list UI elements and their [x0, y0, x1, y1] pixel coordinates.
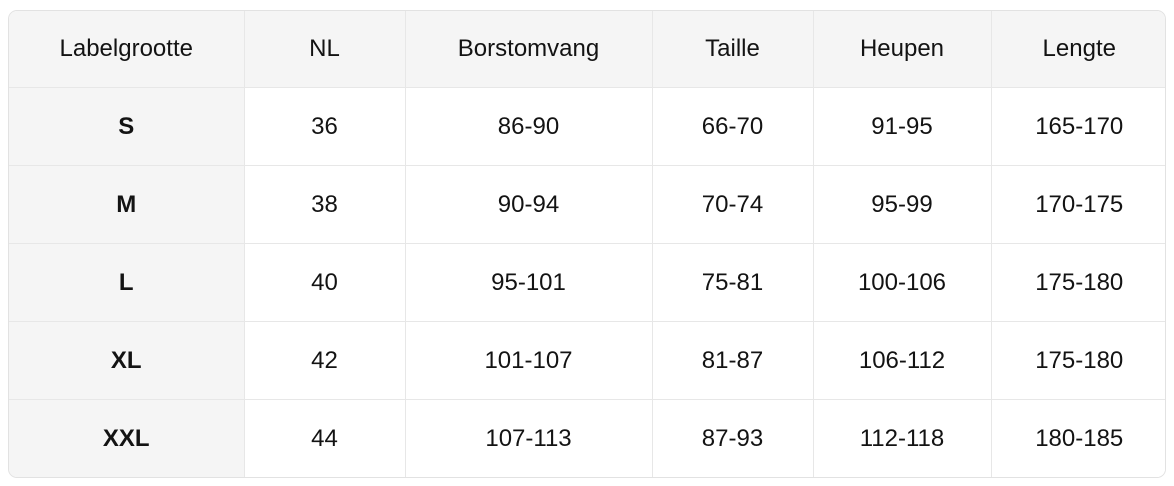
table-cell: 40 — [244, 243, 406, 322]
table-cell: 66-70 — [652, 87, 814, 166]
header-cell-labelgrootte: Labelgrootte — [9, 11, 245, 88]
header-cell-borstomvang: Borstomvang — [405, 11, 653, 88]
row-label-cell: S — [9, 87, 245, 166]
header-row: Labelgrootte NL Borstomvang Taille Heupe… — [9, 11, 1165, 88]
table-cell: 95-101 — [405, 243, 653, 322]
table-cell: 101-107 — [405, 321, 653, 400]
table-cell: 175-180 — [991, 321, 1165, 400]
table-cell: 180-185 — [991, 399, 1165, 477]
size-chart: Labelgrootte NL Borstomvang Taille Heupe… — [9, 11, 1165, 477]
table-cell: 175-180 — [991, 243, 1165, 322]
table-cell: 165-170 — [991, 87, 1165, 166]
table-cell: 86-90 — [405, 87, 653, 166]
table-cell: 36 — [244, 87, 406, 166]
table-cell: 107-113 — [405, 399, 653, 477]
header-cell-lengte: Lengte — [991, 11, 1165, 88]
table-cell: 42 — [244, 321, 406, 400]
table-cell: 100-106 — [813, 243, 992, 322]
row-label-cell: L — [9, 243, 245, 322]
row-label-cell: M — [9, 165, 245, 244]
size-chart-table: Labelgrootte NL Borstomvang Taille Heupe… — [8, 10, 1166, 478]
row-label-cell: XL — [9, 321, 245, 400]
table-cell: 90-94 — [405, 165, 653, 244]
table-cell: 38 — [244, 165, 406, 244]
table-row-m: M 38 90-94 70-74 95-99 170-175 — [9, 165, 1165, 244]
header-cell-taille: Taille — [652, 11, 814, 88]
header-cell-heupen: Heupen — [813, 11, 992, 88]
row-label-cell: XXL — [9, 399, 245, 477]
table-row-xxl: XXL 44 107-113 87-93 112-118 180-185 — [9, 399, 1165, 477]
table-cell: 87-93 — [652, 399, 814, 477]
header-cell-nl: NL — [244, 11, 406, 88]
table-cell: 91-95 — [813, 87, 992, 166]
table-cell: 106-112 — [813, 321, 992, 400]
table-row-s: S 36 86-90 66-70 91-95 165-170 — [9, 87, 1165, 166]
table-cell: 170-175 — [991, 165, 1165, 244]
table-row-xl: XL 42 101-107 81-87 106-112 175-180 — [9, 321, 1165, 400]
table-row-l: L 40 95-101 75-81 100-106 175-180 — [9, 243, 1165, 322]
table-cell: 81-87 — [652, 321, 814, 400]
table-cell: 44 — [244, 399, 406, 477]
table-cell: 95-99 — [813, 165, 992, 244]
table-cell: 75-81 — [652, 243, 814, 322]
table-cell: 112-118 — [813, 399, 992, 477]
table-cell: 70-74 — [652, 165, 814, 244]
